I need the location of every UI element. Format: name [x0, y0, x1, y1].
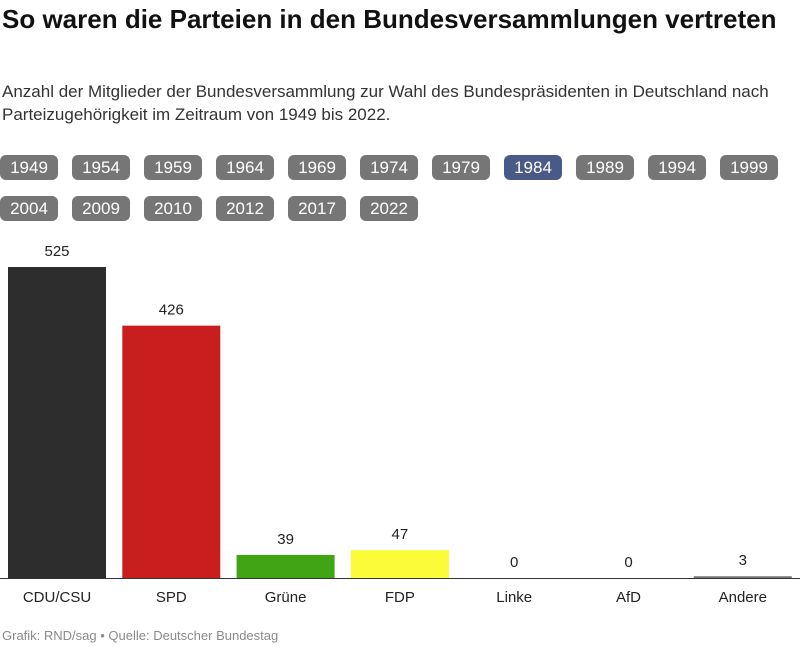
data-label-andere: 3 [739, 552, 747, 569]
chart-subtitle: Anzahl der Mitglieder der Bundesversamml… [2, 82, 769, 124]
data-label-afd: 0 [624, 554, 632, 571]
data-label-cdu-csu: 525 [44, 243, 69, 260]
x-tick-label-cdu-csu: CDU/CSU [23, 589, 91, 606]
x-tick-label-gr-ne: Grüne [265, 589, 307, 606]
year-button-2022[interactable]: 2022 [360, 196, 418, 221]
data-label-spd: 426 [159, 302, 184, 319]
bar-gr-ne [236, 554, 335, 578]
year-button-1959[interactable]: 1959 [144, 155, 202, 180]
bar-andere [693, 576, 792, 578]
year-button-1979[interactable]: 1979 [432, 155, 490, 180]
year-selector: 1949 1954 1959 1964 1969 1974 1979 1984 1989 1994… [0, 155, 800, 225]
x-tick-label-andere: Andere [719, 589, 767, 606]
source-credit: Grafik: RND/sag • Quelle: Deutscher Bund… [2, 628, 279, 643]
chart-title: So waren die Parteien in den Bundesversa… [2, 4, 777, 34]
data-label-gr-ne: 39 [277, 531, 294, 548]
x-tick-label-afd: AfD [616, 589, 641, 606]
bar-fdp [350, 550, 449, 578]
year-button-2004[interactable]: 2004 [0, 196, 58, 221]
year-button-1989[interactable]: 1989 [576, 155, 634, 180]
year-button-1984[interactable]: 1984 [504, 155, 562, 180]
bar-chart: 525 CDU/CSU 426 SPD 39 Grüne 47 FDP 0 Linke 0 AfD 3 A… [0, 243, 800, 606]
year-button-2009[interactable]: 2009 [72, 196, 130, 221]
year-button-1994[interactable]: 1994 [648, 155, 706, 180]
year-button-1964[interactable]: 1964 [216, 155, 274, 180]
year-button-1969[interactable]: 1969 [288, 155, 346, 180]
year-button-1974[interactable]: 1974 [360, 155, 418, 180]
bar-spd [122, 325, 221, 578]
year-button-1949[interactable]: 1949 [0, 155, 58, 180]
year-button-2010[interactable]: 2010 [144, 196, 202, 221]
x-tick-label-fdp: FDP [385, 589, 415, 606]
x-tick-label-linke: Linke [496, 589, 532, 606]
x-tick-label-spd: SPD [156, 589, 187, 606]
year-button-2012[interactable]: 2012 [216, 196, 274, 221]
year-button-1954[interactable]: 1954 [72, 155, 130, 180]
year-button-1999[interactable]: 1999 [720, 155, 778, 180]
data-label-fdp: 47 [392, 526, 409, 543]
bar-cdu-csu [8, 267, 106, 578]
year-button-2017[interactable]: 2017 [288, 196, 346, 221]
data-label-linke: 0 [510, 554, 518, 571]
